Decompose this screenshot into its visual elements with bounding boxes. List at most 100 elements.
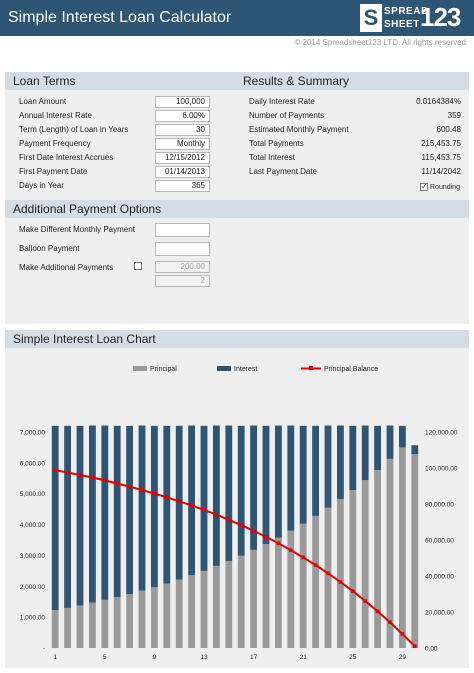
principal-bar — [88, 602, 96, 648]
interest-bar — [212, 425, 220, 566]
interest-bar — [299, 425, 307, 524]
logo-word-sheet: SHEET — [384, 19, 420, 30]
balance-point — [351, 589, 355, 593]
interest-bar — [101, 425, 109, 600]
loan-chart-header: Simple Interest Loan Chart — [5, 330, 469, 348]
interest-bar — [312, 425, 320, 516]
y-right-tick-label: 60,000.00 — [425, 538, 454, 545]
loan-term-label: Annual Interest Rate — [19, 111, 92, 120]
balance-point — [363, 599, 367, 603]
principal-bar — [336, 498, 344, 648]
principal-bar — [150, 587, 158, 648]
balance-point — [413, 644, 417, 648]
loan-terms-title: Loan Terms — [13, 74, 76, 88]
principal-bar — [398, 447, 406, 648]
loan-term-input[interactable]: 01/14/2013 — [155, 166, 210, 178]
balance-point — [264, 535, 268, 539]
principal-bar — [250, 549, 258, 648]
loan-term-label: Loan Amount — [19, 97, 67, 106]
principal-bar — [51, 610, 59, 648]
result-value: 115,453.75 — [421, 153, 461, 162]
interest-bar — [386, 425, 394, 459]
interest-bar — [250, 425, 258, 550]
additional-amount-input[interactable]: 200.00 — [155, 261, 210, 273]
balance-point — [301, 555, 305, 560]
logo-word-spread: SPREAD — [384, 6, 429, 17]
balance-point — [165, 495, 169, 500]
y-left-tick-label: 7,000.00 — [20, 430, 46, 437]
loan-terms-panel-header: Loan Terms Results & Summary — [5, 72, 469, 90]
principal-bar — [212, 565, 220, 648]
principal-bar — [361, 480, 369, 648]
app-title: Simple Interest Loan Calculator — [8, 9, 232, 26]
balance-point — [388, 620, 392, 625]
different-monthly-input[interactable] — [155, 223, 210, 237]
loan-chart-title: Simple Interest Loan Chart — [13, 332, 156, 346]
principal-bar — [287, 530, 295, 648]
interest-bar — [113, 425, 121, 598]
interest-bar — [76, 425, 84, 606]
loan-terms-panel: Loan Terms Results & Summary Loan Amount… — [5, 72, 469, 200]
different-monthly-label: Make Different Monthly Payment — [19, 225, 135, 234]
result-value: 11/14/2042 — [421, 167, 461, 176]
result-label: Daily Interest Rate — [249, 97, 315, 106]
balance-point — [202, 508, 206, 512]
result-label: Total Payments — [249, 139, 304, 148]
y-left-tick-label: 1,000.00 — [20, 615, 46, 622]
loan-term-label: Days in Year — [19, 181, 64, 190]
interest-bar — [374, 425, 382, 470]
loan-term-input[interactable]: 365 — [155, 180, 210, 192]
additional-payments-checkbox[interactable] — [134, 262, 142, 270]
y-right-tick-label: 80,000.00 — [425, 502, 454, 509]
balance-point — [326, 571, 330, 576]
principal-bar — [113, 597, 121, 648]
principal-bar — [374, 469, 382, 648]
y-right-tick-label: 0.00 — [425, 646, 438, 653]
balance-point — [239, 523, 243, 527]
interest-bar — [200, 425, 208, 571]
interest-bar — [411, 445, 419, 455]
logo-number: 123 — [420, 2, 461, 32]
interest-bar — [287, 425, 295, 531]
rounding-checkbox[interactable] — [420, 182, 428, 191]
balance-point — [78, 473, 82, 477]
x-tick-label: 29 — [399, 654, 407, 661]
result-value: 0.0164384% — [416, 97, 461, 106]
principal-bar — [188, 575, 196, 648]
interest-bar — [64, 425, 72, 608]
loan-term-input[interactable]: 100,000 — [155, 96, 210, 108]
loan-term-input[interactable]: 6.00% — [155, 110, 210, 122]
result-value: 359 — [447, 111, 461, 120]
logo-s-icon: S — [360, 4, 382, 32]
y-left-tick-label: - — [43, 646, 45, 653]
x-tick-label: 13 — [200, 654, 208, 661]
loan-term-input[interactable]: Monthly — [155, 138, 210, 150]
balance-point — [227, 518, 231, 522]
loan-term-input[interactable]: 30 — [155, 124, 210, 136]
y-left-tick-label: 4,000.00 — [20, 522, 46, 529]
loan-term-label: Payment Frequency — [19, 139, 91, 148]
x-tick-label: 1 — [53, 654, 57, 661]
principal-bar — [138, 590, 146, 648]
y-left-tick-label: 5,000.00 — [20, 491, 46, 498]
principal-bar — [175, 579, 183, 648]
y-left-tick-label: 3,000.00 — [20, 553, 46, 560]
principal-bar — [225, 560, 233, 648]
principal-bar — [411, 454, 419, 648]
loan-term-input[interactable]: 12/15/2012 — [155, 152, 210, 164]
legend-principal-label: Principal — [150, 366, 177, 373]
principal-bar — [200, 570, 208, 648]
result-label: Last Payment Date — [249, 167, 318, 176]
principal-bar — [101, 599, 109, 648]
balance-point — [400, 632, 405, 636]
x-tick-label: 21 — [300, 654, 308, 661]
interest-bar — [274, 425, 282, 538]
x-tick-label: 9 — [153, 654, 157, 661]
principal-bar — [386, 458, 394, 648]
balance-point — [152, 491, 157, 496]
interest-bar — [361, 425, 369, 481]
y-left-tick-label: 6,000.00 — [20, 460, 46, 467]
additional-frequency-input[interactable]: 2 — [155, 275, 210, 287]
balance-point — [289, 548, 293, 552]
balloon-payment-input[interactable] — [155, 242, 210, 256]
